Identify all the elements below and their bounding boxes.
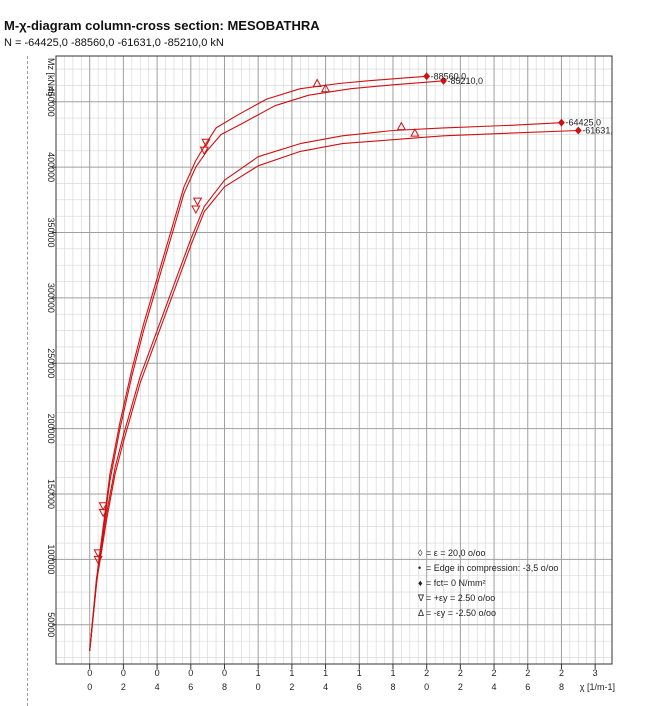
series-line (89, 75, 427, 651)
grid-major (55, 56, 612, 664)
x-tick-label-bottom: 8 (559, 682, 564, 692)
series-labels: -88560,0-85210,0 -64425,0-61631, (431, 71, 613, 135)
y-tick-label: 250000 (46, 348, 56, 378)
legend-text: = -εy = -2.50 o/oo (426, 608, 496, 618)
x-tick-label-bottom: 2 (458, 682, 463, 692)
triangle-down-marker (191, 205, 201, 215)
x-tick-label-bottom: 0 (256, 682, 261, 692)
y-tick-label: 150000 (46, 479, 56, 509)
series-line (89, 80, 444, 651)
x-axis-label: χ [1/m-1] (580, 682, 615, 692)
x-tick-label-top: 2 (525, 668, 530, 678)
series-end-label: -85210,0 (448, 76, 484, 86)
x-tick-label-top: 0 (222, 668, 227, 678)
plot-frame (55, 55, 613, 665)
triangle-down-marker (93, 549, 103, 558)
x-tick-label-top: 1 (256, 668, 261, 678)
y-tick-label: 200000 (46, 414, 56, 444)
x-tick-label-top: 3 (593, 668, 598, 678)
x-tick-label-bottom: 6 (188, 682, 193, 692)
triangle-up-marker (320, 83, 331, 93)
chart-subtitle: N = -64425,0 -88560,0 -61631,0 -85210,0 … (4, 37, 224, 49)
x-tick-label-bottom: 4 (492, 682, 497, 692)
y-axis-label: Mz [kNm] (46, 58, 56, 96)
axis-ticks: 0002040608101214161820222426283500001000… (46, 87, 598, 692)
diamond-marker (558, 118, 565, 127)
triangle-down-marker (201, 138, 211, 148)
x-tick-label-bottom: 2 (121, 682, 126, 692)
legend-text: = ε = 20,0 o/oo (426, 548, 486, 558)
x-tick-label-top: 1 (357, 668, 362, 678)
y-tick-label: 350000 (46, 217, 56, 247)
x-tick-label-top: 0 (188, 668, 193, 678)
triangle-down-marker (93, 555, 103, 565)
x-tick-label-bottom: 0 (87, 682, 92, 692)
triangle-up-marker (312, 78, 322, 87)
x-tick-label-top: 1 (323, 668, 328, 678)
triangle-down-marker (98, 502, 108, 511)
x-tick-label-bottom: 0 (424, 682, 429, 692)
diamond-marker (423, 72, 431, 81)
x-tick-label-bottom: 8 (222, 682, 227, 692)
triangle-down-marker (98, 508, 108, 518)
x-tick-label-top: 2 (559, 668, 564, 678)
diamond-marker (574, 126, 582, 135)
data-series (89, 75, 579, 651)
y-tick-label: 100000 (46, 544, 56, 574)
x-tick-label-bottom: 2 (289, 682, 294, 692)
diamond-marker (440, 76, 447, 85)
x-tick-label-top: 1 (390, 668, 395, 678)
y-tick-label: 300000 (46, 283, 56, 313)
triangle-down-marker (192, 197, 203, 207)
y-tick-label: 450000 (46, 87, 56, 117)
x-tick-label-bottom: 4 (323, 682, 328, 692)
x-tick-label-bottom: 6 (525, 682, 530, 692)
x-tick-label-top: 0 (155, 668, 160, 678)
x-tick-label-top: 0 (121, 668, 126, 678)
x-tick-label-top: 2 (492, 668, 497, 678)
chart-title: M-χ-diagram column-cross section: MESOBA… (4, 18, 320, 33)
legend-symbol: ♦ (418, 578, 423, 588)
legend-text: = Edge in compression: -3,5 o/oo (426, 563, 558, 573)
x-tick-label-bottom: 8 (390, 682, 395, 692)
x-tick-label-top: 1 (289, 668, 294, 678)
x-tick-label-top: 0 (87, 668, 92, 678)
series-end-label: -64425,0 (565, 118, 601, 128)
y-tick-label: 400000 (46, 152, 56, 182)
triangle-up-marker (396, 121, 407, 131)
x-tick-label-bottom: 6 (357, 682, 362, 692)
legend-text: = fct= 0 N/mm² (426, 578, 486, 588)
x-tick-label-top: 2 (424, 668, 429, 678)
legend: ◊ = ε = 20,0 o/oo • = Edge in compression: … (417, 548, 558, 618)
triangle-up-marker (410, 128, 420, 137)
legend-symbol: Δ (418, 608, 424, 618)
legend-symbol: ∇ (417, 593, 425, 603)
legend-text: = +εy = 2.50 o/oo (426, 593, 495, 603)
legend-symbol: ◊ (418, 548, 423, 558)
grid-minor (56, 56, 613, 664)
left-dashed-rule (27, 56, 28, 706)
series-end-label: -61631, (582, 126, 613, 136)
triangle-down-marker (199, 146, 209, 156)
legend-symbol: • (418, 563, 421, 573)
series-line (89, 129, 579, 651)
x-tick-label-top: 2 (458, 668, 463, 678)
data-markers (93, 72, 582, 565)
series-end-label: -88560,0 (431, 71, 467, 81)
x-tick-label-bottom: 4 (155, 682, 160, 692)
y-tick-label: 50000 (46, 612, 56, 637)
series-line (89, 122, 562, 651)
